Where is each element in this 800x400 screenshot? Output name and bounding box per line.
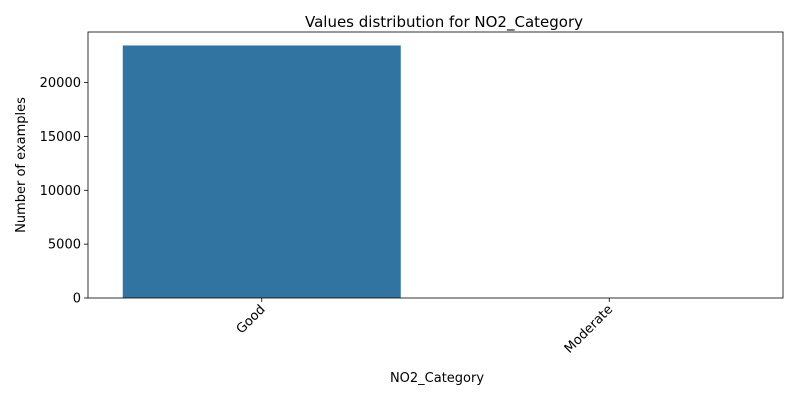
- y-tick-label: 20000: [40, 76, 81, 91]
- chart-title: Values distribution for NO2_Category: [305, 13, 583, 32]
- y-axis: 0 5000 10000 15000 20000: [40, 76, 88, 307]
- y-tick-label: 5000: [48, 238, 81, 253]
- bar-good: [122, 45, 401, 298]
- y-tick-label: 15000: [40, 130, 81, 145]
- bars-group: [122, 45, 749, 298]
- x-axis-label: NO2_Category: [390, 371, 484, 386]
- y-axis-label: Number of examples: [14, 97, 29, 233]
- y-tick-label: 0: [73, 292, 81, 307]
- x-tick-label: Moderate: [562, 302, 616, 356]
- x-tick-label: Good: [234, 302, 269, 337]
- x-axis: Good Moderate: [234, 298, 616, 357]
- plot-frame: [87, 31, 784, 299]
- y-tick-label: 10000: [40, 184, 81, 199]
